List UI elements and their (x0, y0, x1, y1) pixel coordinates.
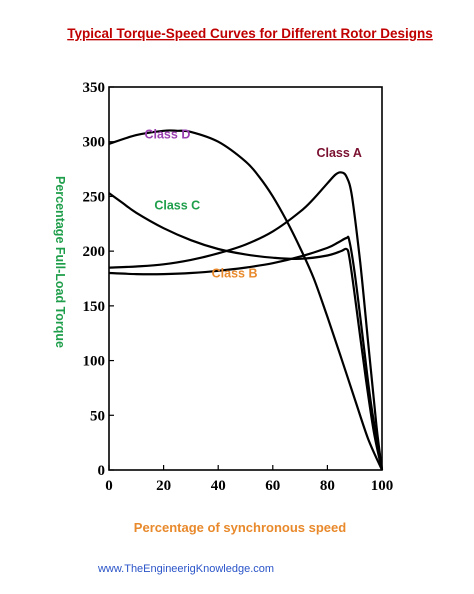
curve-class-d (108, 129, 384, 471)
series-label-class-c: Class C (154, 199, 200, 213)
y-tick-label: 250 (83, 189, 106, 205)
x-tick-label: 60 (265, 478, 280, 494)
x-tick-label: 20 (156, 478, 171, 494)
x-tick-label: 80 (320, 478, 335, 494)
x-tick-label: 0 (105, 478, 113, 494)
y-tick-label: 200 (83, 244, 106, 260)
series-label-class-d: Class D (144, 127, 190, 141)
plot-frame (108, 86, 383, 471)
x-tick-label: 40 (211, 478, 226, 494)
curve-class-c (108, 192, 384, 471)
y-tick-label: 350 (83, 80, 106, 96)
x-axis-label: Percentage of synchronous speed (134, 520, 346, 535)
y-tick-label: 100 (83, 354, 106, 370)
y-axis-label: Percentage Full-Load Torque (53, 176, 67, 348)
chart-title: Typical Torque-Speed Curves for Differen… (67, 26, 433, 41)
footer-website[interactable]: www.TheEngineerigKnowledge.com (97, 563, 274, 575)
torque-curves (108, 129, 384, 471)
y-tick-label: 0 (98, 463, 106, 479)
series-label-class-a: Class A (316, 146, 361, 160)
y-tick-label: 50 (90, 408, 105, 424)
axis-ticks: 0 50 100 150 200 250 300 350 0 20 40 60 80 100 (83, 80, 394, 494)
series-labels: Class A Class B Class C Class D (144, 127, 361, 280)
y-tick-label: 150 (83, 299, 106, 315)
curve-class-a (108, 171, 384, 471)
y-tick-label: 300 (83, 135, 106, 151)
curve-class-b (108, 235, 384, 471)
x-tick-label: 100 (371, 478, 394, 494)
series-label-class-b: Class B (212, 266, 258, 280)
